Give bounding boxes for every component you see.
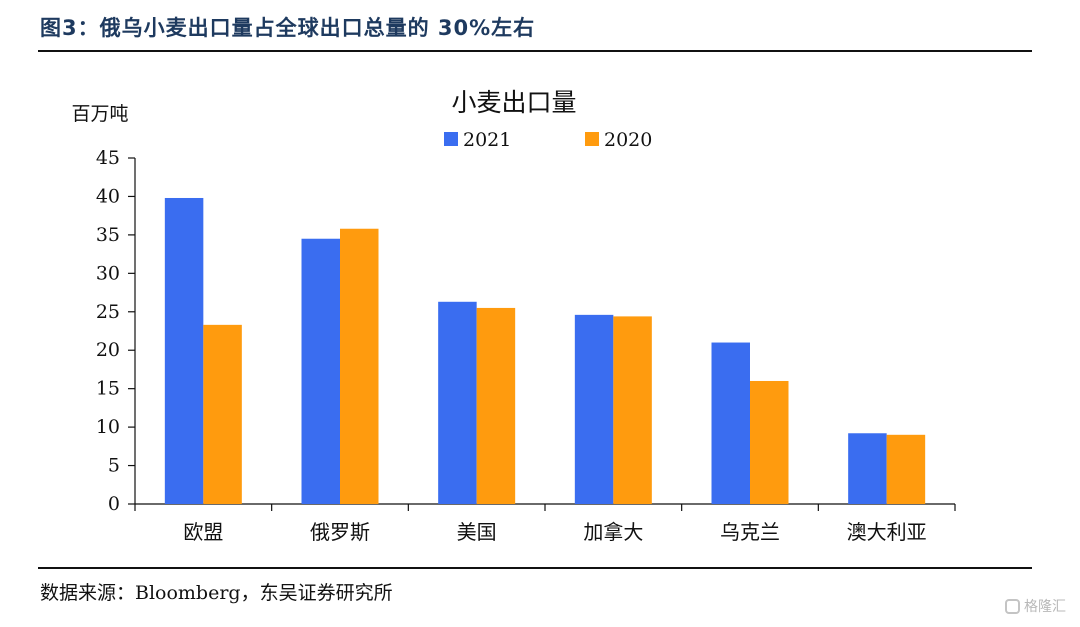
y-tick-label: 0 (108, 493, 120, 515)
y-tick-label: 5 (108, 455, 120, 477)
bar-2020 (203, 324, 242, 504)
y-axis-unit-label: 百万吨 (71, 103, 128, 125)
x-tick-label: 乌克兰 (720, 520, 780, 544)
y-tick-label: 45 (96, 147, 120, 169)
legend-label-2020: 2020 (604, 129, 652, 151)
y-tick-label: 20 (96, 339, 120, 361)
bar-2020 (613, 316, 652, 504)
y-tick-label: 40 (96, 185, 120, 207)
y-tick-label: 30 (96, 262, 120, 284)
figure-title: 图3：俄乌小麦出口量占全球出口总量的 30%左右 (40, 16, 536, 40)
y-tick-label: 15 (96, 378, 120, 400)
wheat-export-chart: 小麦出口量 百万吨 2021 2020 0 5 10 15 20 25 30 35 40 45 欧… (71, 88, 956, 544)
chart-title: 小麦出口量 (451, 88, 576, 117)
watermark-logo-icon (1005, 598, 1020, 614)
x-tick-label: 欧盟 (183, 520, 223, 544)
x-tick-label: 美国 (457, 520, 497, 544)
top-rule (38, 50, 1032, 52)
bars (164, 197, 926, 504)
x-tick-label: 澳大利亚 (847, 520, 927, 544)
bar-2021 (164, 197, 204, 504)
legend-label-2021: 2021 (463, 129, 511, 151)
bar-2020 (340, 228, 379, 504)
legend-swatch-2021 (444, 132, 458, 146)
bottom-rule (38, 567, 1032, 569)
legend-swatch-2020 (585, 132, 599, 146)
y-tick-label: 35 (96, 224, 120, 246)
bar-2021 (711, 342, 750, 504)
axes: 0 5 10 15 20 25 30 35 40 45 (96, 147, 956, 515)
watermark: 格隆汇 (1005, 596, 1066, 616)
y-tick-label: 25 (96, 301, 120, 323)
watermark-text: 格隆汇 (1024, 599, 1066, 615)
bar-2021 (301, 238, 340, 504)
y-tick-label: 10 (96, 416, 120, 438)
x-axis-labels: 欧盟 俄罗斯 美国 加拿大 乌克兰 澳大利亚 (183, 520, 926, 544)
x-tick-label: 俄罗斯 (310, 520, 370, 544)
bar-2020 (476, 307, 516, 504)
bar-2021 (848, 433, 887, 504)
source-note: 数据来源：Bloomberg，东吴证券研究所 (40, 582, 393, 604)
bar-2021 (574, 314, 614, 504)
bar-2021 (438, 301, 477, 504)
bar-2020 (750, 380, 789, 504)
bar-2020 (886, 434, 926, 504)
legend: 2021 2020 (444, 129, 652, 151)
x-tick-label: 加拿大 (583, 520, 643, 544)
